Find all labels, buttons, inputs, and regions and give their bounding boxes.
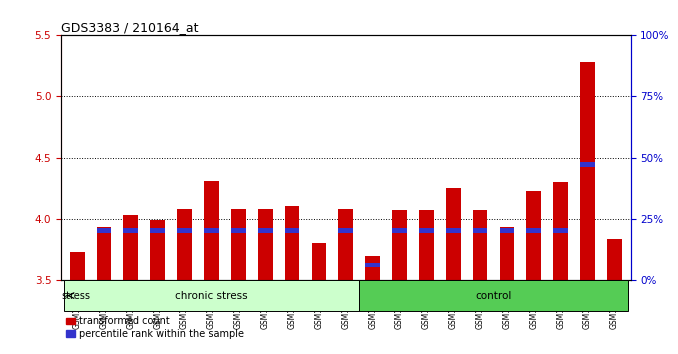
- Legend: transformed count, percentile rank within the sample: transformed count, percentile rank withi…: [66, 316, 243, 339]
- Bar: [96, 228, 111, 233]
- Bar: [70, 252, 85, 280]
- Bar: [96, 227, 111, 280]
- Bar: [123, 228, 138, 233]
- Bar: [500, 227, 515, 280]
- Bar: [359, 280, 628, 311]
- Text: control: control: [475, 291, 512, 301]
- Bar: [285, 228, 300, 233]
- Bar: [580, 62, 595, 280]
- Bar: [338, 228, 353, 233]
- Bar: [553, 228, 568, 233]
- Bar: [365, 256, 380, 280]
- Bar: [151, 220, 165, 280]
- Bar: [258, 228, 273, 233]
- Bar: [231, 209, 245, 280]
- Bar: [338, 209, 353, 280]
- Bar: [285, 206, 300, 280]
- Bar: [151, 228, 165, 233]
- Text: stress: stress: [61, 291, 90, 301]
- Bar: [607, 239, 622, 280]
- Bar: [580, 162, 595, 167]
- Bar: [419, 228, 434, 233]
- Bar: [64, 280, 359, 311]
- Bar: [123, 215, 138, 280]
- Bar: [446, 228, 460, 233]
- Bar: [392, 210, 407, 280]
- Bar: [419, 210, 434, 280]
- Text: chronic stress: chronic stress: [175, 291, 247, 301]
- Bar: [204, 181, 219, 280]
- Bar: [177, 228, 192, 233]
- Bar: [392, 228, 407, 233]
- Bar: [446, 188, 460, 280]
- Text: GDS3383 / 210164_at: GDS3383 / 210164_at: [61, 21, 199, 34]
- Bar: [526, 190, 541, 280]
- Bar: [258, 209, 273, 280]
- Bar: [204, 228, 219, 233]
- Bar: [177, 209, 192, 280]
- Bar: [526, 228, 541, 233]
- Bar: [311, 243, 326, 280]
- Bar: [365, 263, 380, 267]
- Bar: [553, 182, 568, 280]
- Bar: [231, 228, 245, 233]
- Bar: [500, 228, 515, 233]
- Bar: [473, 210, 487, 280]
- Bar: [473, 228, 487, 233]
